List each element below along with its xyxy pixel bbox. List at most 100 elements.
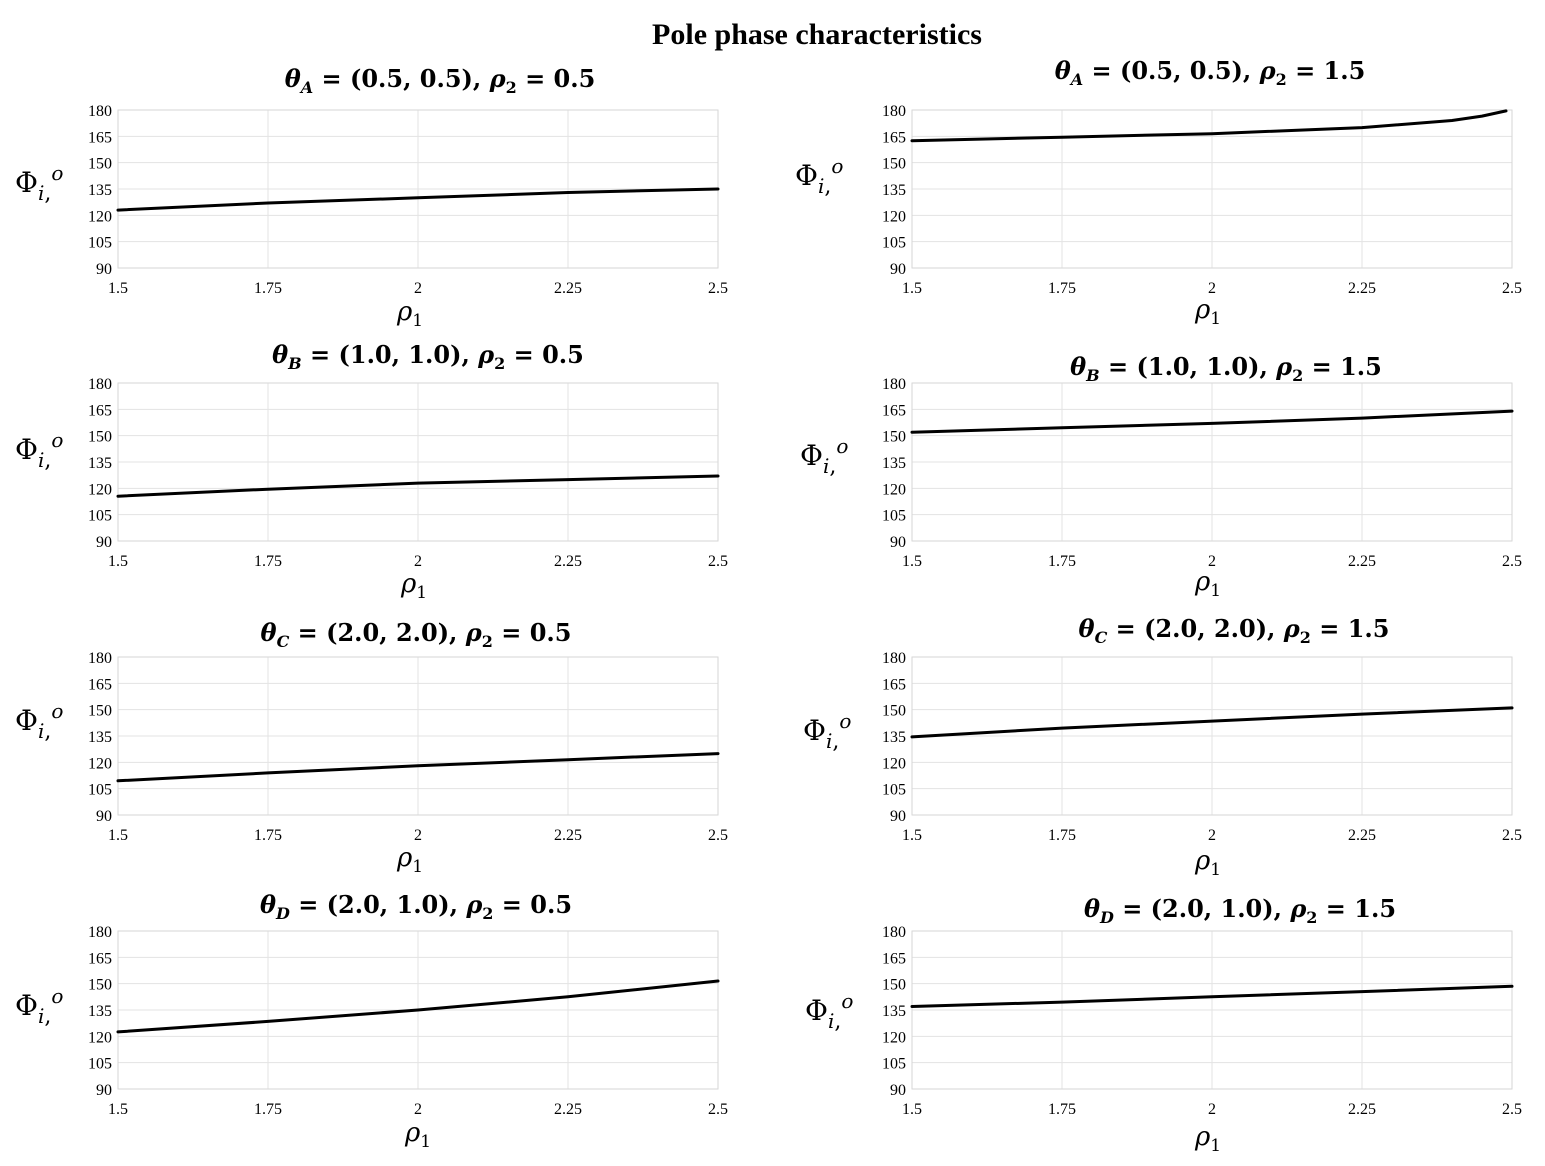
series-line (910, 984, 1514, 1008)
y-tick-label: 120 (88, 481, 112, 498)
y-tick-label: 90 (96, 1082, 112, 1099)
y-tick-label: 105 (88, 782, 112, 799)
y-tick-label: 165 (882, 950, 906, 967)
x-tick-label: 1.5 (108, 553, 128, 570)
y-tick-label: 135 (882, 1003, 906, 1020)
y-tick-label: 120 (882, 1029, 906, 1046)
panel-title: θD = (2.0, 1.0), ρ2 = 1.5 (1084, 894, 1396, 927)
x-tick-label: 1.75 (1048, 553, 1076, 570)
y-tick-label: 90 (96, 808, 112, 825)
panel-title: θC = (2.0, 2.0), ρ2 = 0.5 (261, 618, 572, 651)
series-line (116, 187, 720, 212)
y-tick-label: 150 (882, 156, 906, 173)
y-axis-label: Φi,o (15, 428, 63, 473)
y-tick-label: 135 (88, 729, 112, 746)
x-tick-label: 2.25 (554, 1101, 582, 1118)
x-tick-label: 1.75 (254, 280, 282, 297)
series-line (910, 706, 1514, 739)
x-tick-label: 2.25 (1348, 280, 1376, 297)
x-tick-label: 2 (1208, 553, 1216, 570)
subplot-4: 1.5 1.75 2 2.25 2.5 180 165 150 135 120 105 90 θB = … (800, 352, 1522, 601)
x-tick-label: 2.5 (1502, 1101, 1522, 1118)
x-axis-label: ρ1 (1194, 567, 1221, 601)
subplot-7: 1.5 1.75 2 2.25 2.5 180 165 150 135 120 105 90 θD = … (15, 890, 728, 1152)
series-line (116, 752, 720, 783)
y-tick-label: 105 (882, 1056, 906, 1073)
x-tick-label: 2 (414, 1101, 422, 1118)
plot-frame (911, 382, 1513, 542)
x-tick-label: 1.75 (1048, 1101, 1076, 1118)
y-tick-label: 165 (882, 676, 906, 693)
y-tick-label: 150 (88, 156, 112, 173)
y-tick-label: 180 (882, 376, 906, 393)
y-tick-label: 105 (882, 235, 906, 252)
y-axis-label: Φi,o (803, 709, 851, 754)
y-tick-label: 90 (890, 1082, 906, 1099)
x-tick-label: 2.5 (708, 827, 728, 844)
panel-title: θC = (2.0, 2.0), ρ2 = 1.5 (1079, 614, 1390, 647)
x-tick-label: 2.25 (1348, 827, 1376, 844)
y-tick-label: 135 (882, 729, 906, 746)
y-tick-label: 165 (88, 402, 112, 419)
y-tick-label: 120 (88, 755, 112, 772)
x-tick-label: 2 (414, 553, 422, 570)
y-axis-label: Φi,o (15, 984, 63, 1029)
y-tick-label: 120 (882, 755, 906, 772)
x-axis-label: ρ1 (404, 1118, 431, 1152)
y-tick-label: 150 (88, 429, 112, 446)
x-tick-label: 1.5 (902, 1101, 922, 1118)
plot-frame (117, 656, 719, 816)
y-tick-label: 120 (882, 208, 906, 225)
series-line (910, 109, 1508, 143)
plot-frame (911, 930, 1513, 1090)
y-tick-label: 180 (88, 650, 112, 667)
x-tick-label: 1.75 (254, 553, 282, 570)
y-axis-label: Φi,o (15, 699, 63, 744)
y-tick-label: 150 (882, 703, 906, 720)
panel-title: θB = (1.0, 1.0), ρ2 = 1.5 (1070, 352, 1382, 385)
panel-title: θA = (0.5, 0.5), ρ2 = 0.5 (285, 64, 596, 97)
panel-title: θA = (0.5, 0.5), ρ2 = 1.5 (1055, 56, 1366, 89)
x-tick-label: 1.5 (902, 553, 922, 570)
y-tick-label: 105 (882, 782, 906, 799)
x-tick-label: 1.75 (1048, 827, 1076, 844)
y-tick-label: 180 (882, 103, 906, 120)
y-tick-label: 135 (88, 182, 112, 199)
x-tick-label: 2.25 (1348, 1101, 1376, 1118)
x-tick-label: 2 (1208, 827, 1216, 844)
y-tick-label: 120 (88, 1029, 112, 1046)
x-axis-label: ρ1 (1194, 1122, 1221, 1156)
x-tick-label: 1.5 (902, 280, 922, 297)
x-tick-label: 2.5 (1502, 280, 1522, 297)
y-tick-label: 180 (882, 924, 906, 941)
y-tick-label: 165 (88, 950, 112, 967)
plot-frame (117, 930, 719, 1090)
y-tick-label: 105 (882, 508, 906, 525)
y-tick-label: 105 (88, 508, 112, 525)
subplot-8: 1.5 1.75 2 2.25 2.5 180 165 150 135 120 105 90 θD = … (805, 894, 1522, 1156)
x-tick-label: 2 (1208, 280, 1216, 297)
y-tick-label: 105 (88, 1056, 112, 1073)
y-tick-label: 135 (882, 182, 906, 199)
x-axis-label: ρ1 (400, 569, 427, 603)
subplot-3: 1.5 1.75 2 2.25 2.5 180 165 150 135 120 105 90 θB = … (15, 340, 728, 603)
y-tick-label: 90 (890, 261, 906, 278)
subplot-1: 1.5 1.75 2 2.25 2.5 180 165 150 135 120 105 90 θA = … (15, 64, 728, 331)
series-line (116, 979, 720, 1034)
x-axis-label: ρ1 (1194, 295, 1221, 329)
y-tick-label: 165 (882, 129, 906, 146)
x-tick-label: 2.5 (708, 280, 728, 297)
y-tick-label: 135 (88, 1003, 112, 1020)
x-axis-label: ρ1 (396, 297, 423, 331)
y-axis-label: Φi,o (15, 161, 63, 206)
y-tick-label: 90 (96, 261, 112, 278)
y-tick-label: 165 (882, 402, 906, 419)
subplot-6: 1.5 1.75 2 2.25 2.5 180 165 150 135 120 105 90 θC = … (803, 614, 1522, 880)
x-tick-label: 1.5 (108, 280, 128, 297)
y-tick-label: 180 (88, 103, 112, 120)
y-tick-label: 90 (890, 534, 906, 551)
y-tick-label: 90 (96, 534, 112, 551)
subplot-5: 1.5 1.75 2 2.25 2.5 180 165 150 135 120 105 90 θC = … (15, 618, 728, 877)
y-tick-label: 150 (88, 703, 112, 720)
